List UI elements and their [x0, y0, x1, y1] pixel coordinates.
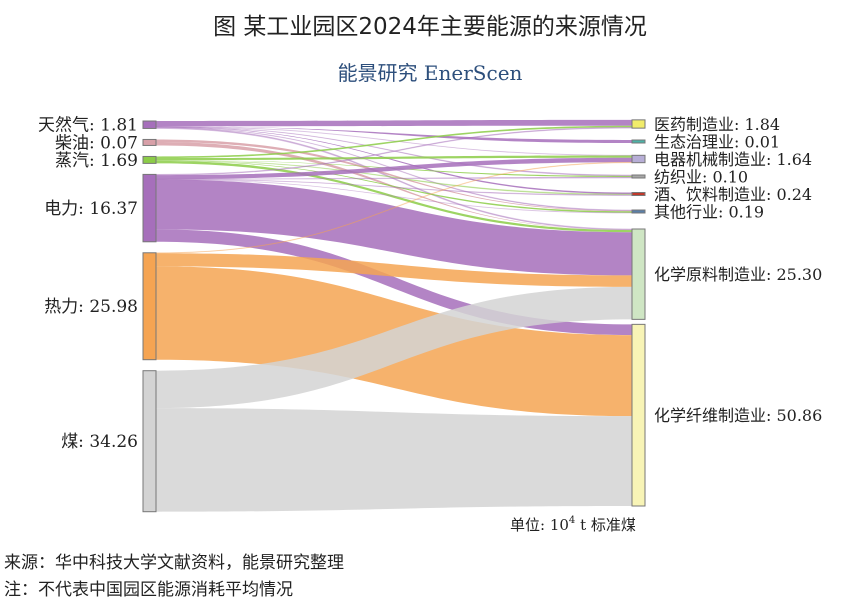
- unit-superscript: 4: [569, 515, 575, 526]
- source-node-heat: [142, 252, 157, 361]
- link-heat-chem: [156, 253, 632, 287]
- source-label-coal: 煤: 34.26: [61, 432, 138, 452]
- target-node-bev: [631, 192, 646, 196]
- source-label-steam: 蒸汽: 1.69: [55, 151, 138, 171]
- unit-suffix: t 标准煤: [575, 516, 636, 534]
- source-label-ng: 天然气: 1.81: [38, 116, 138, 136]
- link-coal-fiber: [156, 408, 632, 512]
- link-diesel-other: [156, 139, 632, 212]
- link-elec-fiber: [156, 229, 632, 336]
- unit-label: 单位: 104 t 标准煤: [510, 515, 636, 534]
- target-node-machine: [631, 154, 646, 164]
- link-ng-bev: [156, 126, 632, 194]
- source-label-heat: 热力: 25.98: [44, 297, 138, 317]
- target-node-fiber: [631, 323, 646, 507]
- link-elec-machine: [156, 157, 632, 180]
- chart-title: 图 某工业园区2024年主要能源的来源情况: [213, 14, 647, 40]
- target-label-pharma: 医药制造业: 1.84: [654, 115, 780, 134]
- flow-links: [155, 119, 633, 512]
- target-label-other: 其他行业: 0.19: [654, 203, 764, 222]
- source-node-elec: [142, 173, 157, 243]
- link-steam-pharma: [156, 125, 632, 159]
- target-node-other: [631, 209, 646, 214]
- disclaimer-note: 注：不代表中国园区能源消耗平均情况: [4, 580, 293, 600]
- link-steam-chem: [156, 160, 632, 233]
- target-label-fiber: 化学纤维制造业: 50.86: [654, 406, 822, 425]
- nodes: [142, 119, 646, 513]
- target-node-pharma: [631, 119, 646, 129]
- source-node-ng: [142, 120, 157, 129]
- source-note: 来源：华中科技大学文献资料，能景研究整理: [4, 553, 344, 573]
- source-node-coal: [142, 370, 157, 513]
- source-node-diesel: [142, 138, 157, 146]
- source-node-steam: [142, 155, 157, 164]
- source-label-diesel: 柴油: 0.07: [55, 133, 138, 153]
- link-ng-eco: [156, 126, 632, 143]
- link-steam-machine: [156, 155, 632, 161]
- target-label-chem: 化学原料制造业: 25.30: [654, 265, 822, 284]
- link-ng-pharma: [156, 119, 632, 127]
- link-coal-chem: [156, 286, 632, 409]
- target-label-bev: 酒、饮料制造业: 0.24: [654, 185, 812, 204]
- target-node-textile: [631, 174, 646, 179]
- target-label-textile: 纺织业: 0.10: [654, 168, 748, 187]
- target-label-machine: 电器机械制造业: 1.64: [654, 150, 812, 169]
- source-label-elec: 电力: 16.37: [44, 199, 138, 219]
- link-steam-other: [156, 160, 632, 213]
- unit-prefix: 单位: 10: [510, 516, 569, 534]
- target-label-eco: 生态治理业: 0.01: [654, 133, 780, 152]
- logo-text: 能景研究 EnerScen: [338, 61, 523, 85]
- link-elec-chem: [156, 179, 632, 276]
- target-node-chem: [631, 228, 646, 320]
- target-node-eco: [631, 139, 646, 144]
